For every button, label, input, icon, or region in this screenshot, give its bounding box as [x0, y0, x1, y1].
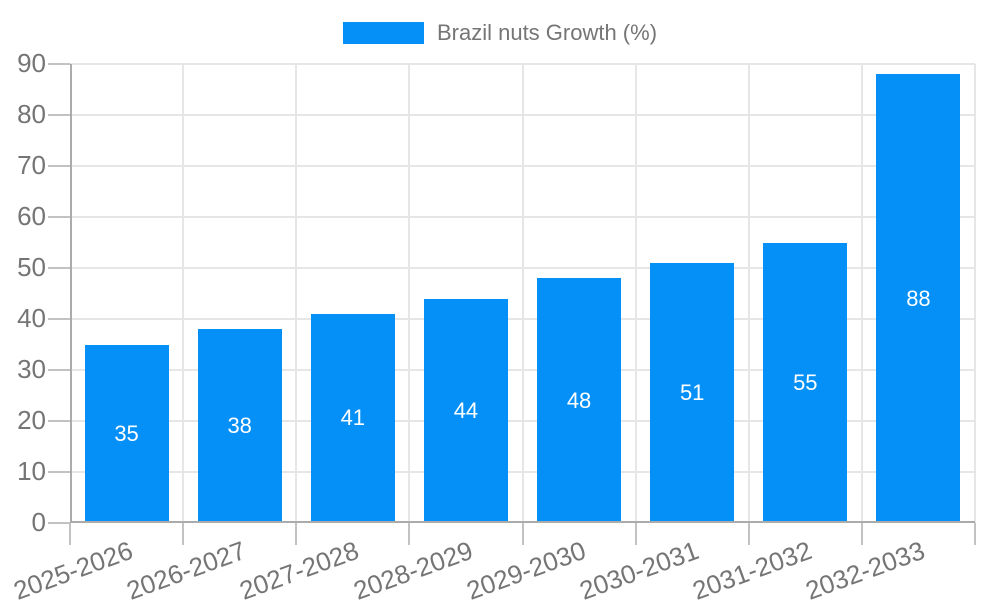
bar[interactable]: 44 — [423, 298, 508, 523]
y-tick-mark — [48, 216, 70, 218]
x-tick-mark — [747, 523, 750, 545]
y-tick-label: 80 — [17, 98, 46, 129]
bar-value-label: 35 — [114, 420, 139, 446]
bar-value-label: 41 — [340, 405, 366, 431]
x-axis-line — [70, 521, 975, 523]
x-tick-label: 2030-2031 — [575, 535, 703, 606]
y-tick-label: 40 — [17, 302, 46, 333]
y-tick-mark — [48, 369, 70, 371]
bar[interactable]: 88 — [876, 74, 961, 523]
bar[interactable]: 41 — [310, 313, 395, 523]
x-tick-label: 2031-2032 — [688, 535, 816, 606]
x-tick-mark — [408, 523, 411, 545]
x-tick-mark — [182, 523, 185, 545]
bar[interactable]: 51 — [650, 262, 735, 523]
x-tick-label: 2032-2033 — [801, 535, 929, 606]
y-tick-label: 0 — [31, 506, 46, 537]
y-tick-mark — [48, 420, 70, 422]
bar-value-label: 51 — [679, 379, 705, 405]
y-tick-label: 60 — [17, 200, 46, 231]
y-tick-label: 20 — [17, 404, 46, 435]
x-tick-mark — [295, 523, 298, 545]
bar[interactable]: 38 — [197, 329, 282, 523]
legend-item[interactable]: Brazil nuts Growth (%) — [0, 20, 1000, 46]
x-gridline — [182, 64, 185, 523]
y-tick-mark — [48, 267, 70, 269]
x-tick-mark — [521, 523, 524, 545]
y-tick-mark — [48, 165, 70, 167]
x-tick-mark — [860, 523, 863, 545]
bar-value-label: 48 — [566, 387, 592, 413]
y-tick-mark — [48, 522, 70, 524]
x-tick-label: 2025-2026 — [9, 535, 137, 606]
y-tick-label: 30 — [17, 353, 46, 384]
y-tick-label: 10 — [17, 455, 46, 486]
x-gridline — [408, 64, 411, 523]
bar[interactable]: 35 — [84, 344, 169, 523]
x-gridline — [634, 64, 637, 523]
x-tick-label: 2027-2028 — [235, 535, 364, 606]
y-tick-label: 70 — [17, 149, 46, 180]
y-axis-line — [70, 64, 72, 523]
x-gridline — [295, 64, 298, 523]
x-tick-mark — [634, 523, 637, 545]
x-tick-label: 2026-2027 — [122, 535, 250, 606]
x-gridline — [747, 64, 750, 523]
legend-label: Brazil nuts Growth (%) — [436, 20, 658, 45]
bar-value-label: 44 — [453, 397, 479, 423]
plot-right-border — [974, 64, 976, 523]
x-gridline — [521, 64, 524, 523]
x-gridline — [860, 64, 863, 523]
y-tick-mark — [48, 63, 70, 65]
bar-value-label: 55 — [793, 369, 818, 395]
bar[interactable]: 48 — [537, 278, 622, 523]
bar-value-label: 38 — [227, 413, 252, 439]
bar-value-label: 88 — [906, 285, 931, 311]
x-tick-label: 2029-2030 — [462, 535, 590, 606]
x-tick-mark — [69, 523, 71, 545]
y-tick-mark — [48, 318, 70, 320]
legend-swatch — [342, 22, 424, 44]
x-tick-label: 2028-2029 — [349, 535, 477, 606]
y-tick-label: 50 — [17, 251, 46, 282]
plot-area: 0 10 20 30 40 50 60 70 80 90 35 2025-2026 38 2026-202… — [10, 48, 976, 606]
bar[interactable]: 55 — [763, 242, 848, 523]
x-tick-mark — [974, 523, 976, 545]
y-tick-label: 90 — [17, 47, 46, 78]
y-tick-mark — [48, 114, 70, 116]
y-tick-mark — [48, 471, 70, 473]
